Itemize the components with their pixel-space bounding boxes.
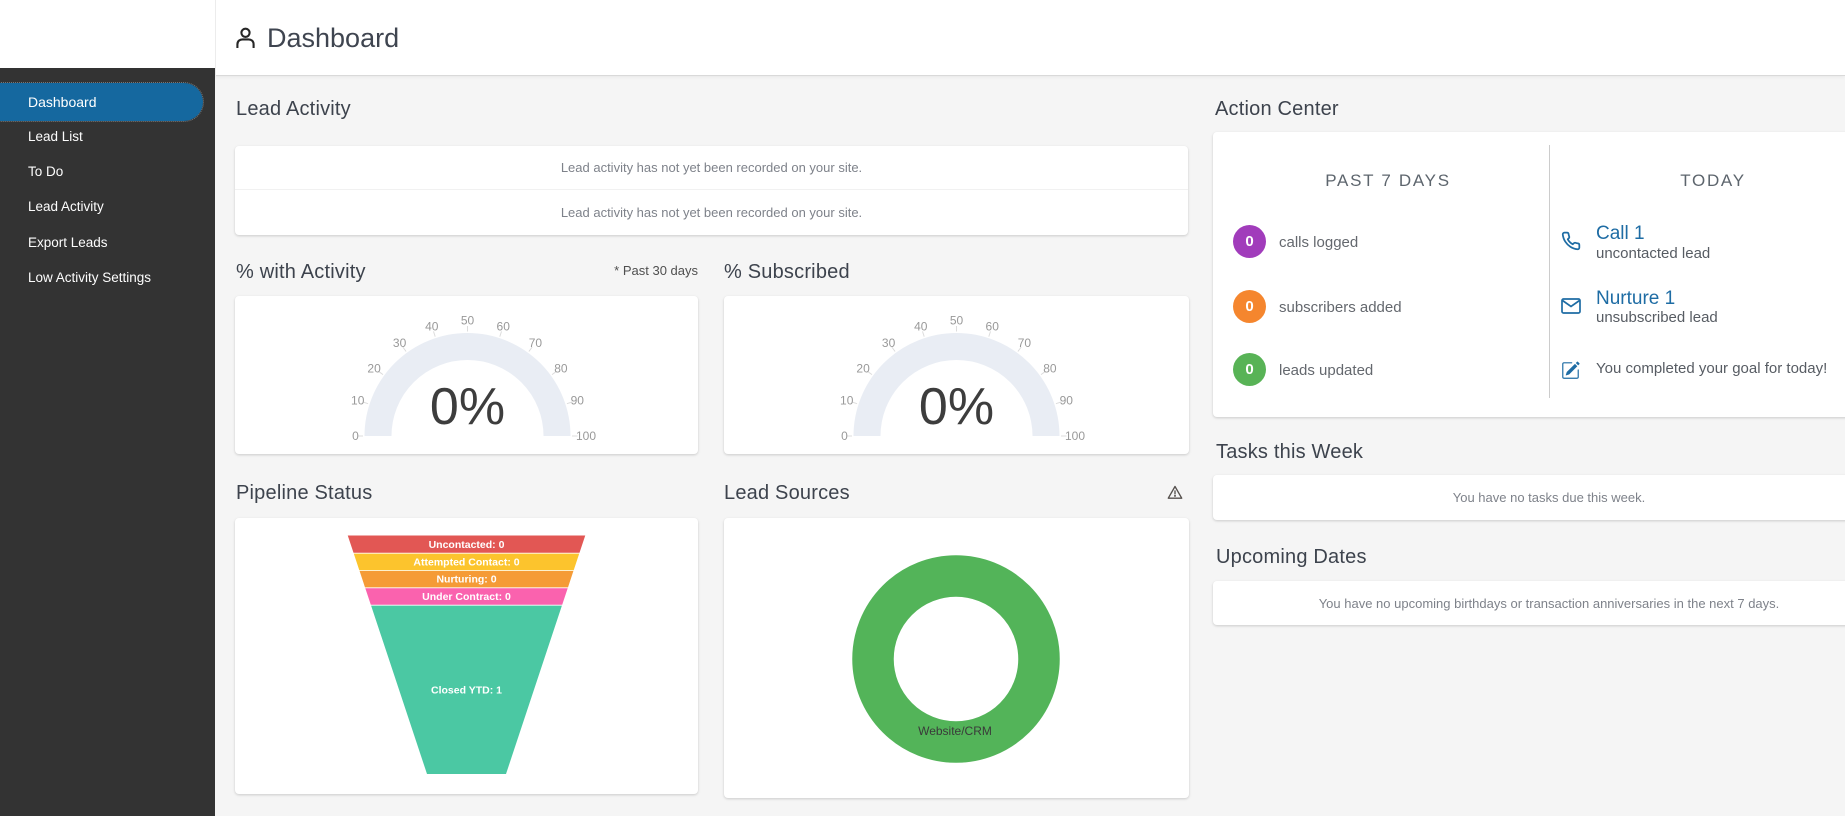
svg-text:70: 70: [1018, 336, 1032, 350]
svg-text:90: 90: [571, 394, 585, 408]
svg-text:10: 10: [351, 394, 365, 408]
svg-text:50: 50: [950, 314, 964, 328]
svg-text:Uncontacted: 0: Uncontacted: 0: [429, 539, 505, 551]
svg-text:90: 90: [1060, 394, 1074, 408]
svg-text:40: 40: [914, 319, 928, 333]
svg-text:20: 20: [856, 361, 870, 375]
svg-text:0: 0: [841, 429, 848, 443]
svg-text:Closed YTD: 1: Closed YTD: 1: [431, 685, 502, 697]
svg-text:80: 80: [554, 361, 568, 375]
svg-text:50: 50: [461, 314, 475, 328]
svg-text:Nurturing: 0: Nurturing: 0: [436, 574, 496, 586]
svg-text:0: 0: [352, 429, 359, 443]
svg-text:30: 30: [393, 336, 407, 350]
svg-text:60: 60: [986, 319, 1000, 333]
svg-text:70: 70: [529, 336, 543, 350]
svg-text:0%: 0%: [919, 378, 994, 436]
svg-text:60: 60: [497, 319, 511, 333]
svg-text:80: 80: [1043, 361, 1057, 375]
svg-text:100: 100: [576, 429, 596, 443]
svg-text:30: 30: [882, 336, 896, 350]
svg-text:0%: 0%: [430, 378, 505, 436]
svg-text:100: 100: [1065, 429, 1085, 443]
svg-text:Website/CRM: Website/CRM: [918, 724, 992, 738]
svg-text:40: 40: [425, 319, 439, 333]
svg-text:10: 10: [840, 394, 854, 408]
svg-text:Under Contract: 0: Under Contract: 0: [422, 591, 511, 603]
svg-text:Attempted Contact: 0: Attempted Contact: 0: [413, 557, 519, 569]
svg-text:20: 20: [367, 361, 381, 375]
